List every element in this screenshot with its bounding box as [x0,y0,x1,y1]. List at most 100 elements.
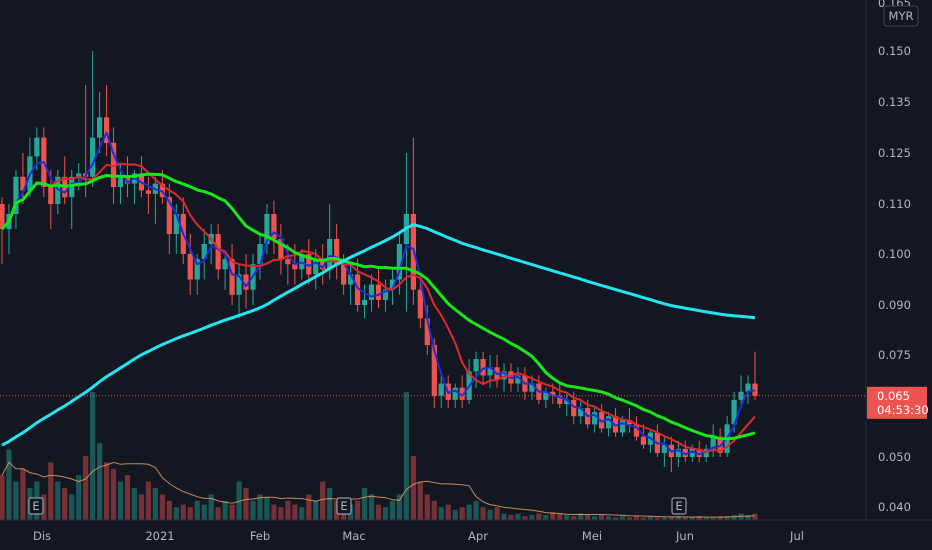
volume-ma-line [1,461,756,518]
candle [13,170,19,229]
candle [285,244,291,285]
price-tick-label: 0.100 [878,247,911,261]
ma-fast-line [1,131,756,456]
volume-bar [605,516,612,520]
volume-bar [515,513,521,520]
candle [166,183,172,254]
volume-bar [592,516,598,520]
volume-bar [731,514,737,520]
candle [459,375,465,409]
volume-bar [243,488,249,520]
volume-bar [13,481,19,520]
price-axis[interactable]: 0.040 0.050 0.075 0.090 0.100 0.110 0.125 0.135… [878,0,911,514]
volume-bar [389,500,396,520]
volume-bar [313,500,319,520]
volume-bar [361,488,368,520]
volume-bar [131,488,138,520]
volume-bar [285,500,291,520]
candle [215,224,221,280]
volume-bar [410,456,416,520]
candle [452,383,458,409]
volume-bar [62,488,68,520]
volume-bar [654,517,661,520]
candle [605,412,612,437]
volume-bar [675,516,681,520]
volume-bar [375,504,382,520]
candle [313,249,319,290]
volume-bar [452,509,458,520]
price-tick-label: 0.090 [878,298,911,312]
volume-bar [0,475,5,520]
earnings-marker[interactable]: E [336,497,352,515]
volume-bar [354,500,361,520]
svg-text:E: E [32,499,39,513]
candle [382,279,389,312]
volume-bar [320,481,326,520]
candle [243,254,249,309]
volume-bar [257,494,263,520]
volume-bar [180,504,186,520]
svg-text:E: E [675,499,682,513]
candle [675,440,681,467]
volume-bar [494,507,500,520]
volume-bar [585,514,591,520]
candle [696,440,702,462]
currency-badge[interactable]: MYR [883,5,919,27]
volume-bar [117,481,124,520]
volume-bar [327,488,333,520]
price-tick-label: 0.075 [878,348,911,362]
volume-bar [647,516,654,520]
volume-bar [745,514,751,520]
price-tick-label: 0.165 [878,0,911,10]
volume-bar [487,509,493,520]
candle [48,170,54,229]
volume-bar [480,507,486,520]
volume-bar [626,517,633,520]
candle [264,204,270,254]
candle [278,224,284,275]
candle [354,259,361,312]
volume-bar [306,494,312,520]
volume-bar [543,514,549,520]
volume-bar [396,494,403,520]
volume-bar [501,513,507,520]
volume-bar [103,462,110,520]
candle [0,197,5,265]
volume-bar [752,513,758,520]
volume-bar [529,514,535,520]
candle [487,355,493,388]
volume-bar [668,517,674,520]
time-tick-label: 2021 [145,529,174,543]
volume-bar [292,504,298,520]
candle [320,244,326,285]
volume-bar [145,481,152,520]
candle [438,375,444,409]
volume-bar [661,517,667,520]
volume-bar [633,516,640,520]
volume-bar [69,494,75,520]
earnings-marker[interactable]: E [28,497,44,515]
volume-bar [166,500,172,520]
candle [103,85,110,157]
countdown-label: 04:53:30 [877,403,929,417]
candle [592,408,598,433]
volume-bar [438,507,444,520]
volume-bar [201,504,207,520]
candle [257,234,263,280]
volume-bar [41,494,47,520]
candle [661,436,667,467]
volume-bar [424,494,430,520]
price-tick-label: 0.125 [878,146,911,160]
time-axis[interactable]: Dis 2021 Feb Mac Apr Mei Jun Jul [33,529,804,543]
earnings-marker[interactable]: E [671,497,687,515]
volume-bar [682,517,688,520]
ma-red-line [1,162,756,453]
volume-bar [557,513,563,520]
volume-bar [619,516,626,520]
volume-bar [20,468,26,520]
volume-bar [250,500,256,520]
volume-bar [522,516,528,520]
price-tick-label: 0.135 [878,95,911,109]
